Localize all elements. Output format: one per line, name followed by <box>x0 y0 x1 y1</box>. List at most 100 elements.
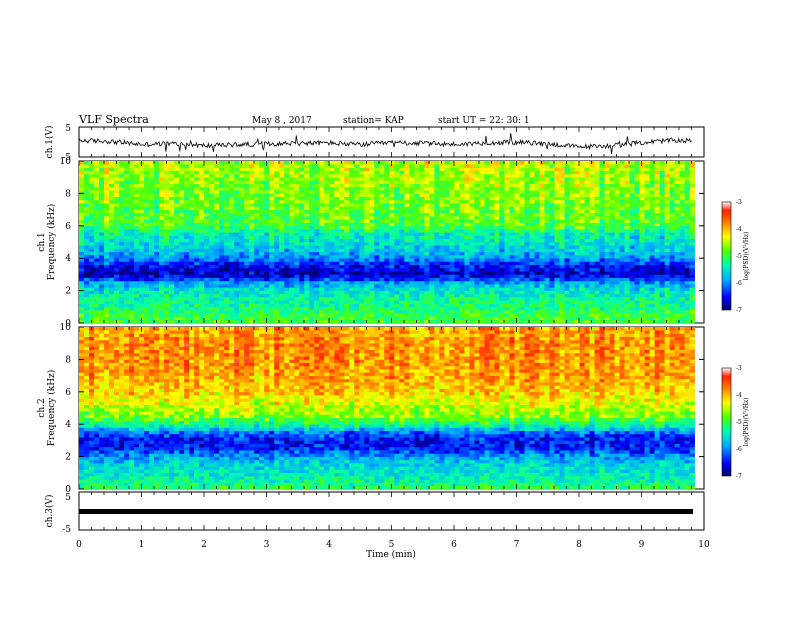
spectrogram-cell <box>639 232 645 236</box>
spectrogram-cell <box>354 222 360 227</box>
spectrogram-cell <box>244 267 250 272</box>
spectrogram-cell <box>439 284 445 288</box>
spectrogram-cell <box>109 235 115 240</box>
spectrogram-cell <box>599 300 605 304</box>
spectrogram-cell <box>309 280 315 285</box>
spectrogram-cell <box>129 251 135 256</box>
spectrogram-cell <box>649 271 655 275</box>
spectrogram-cell <box>429 232 435 236</box>
spectrogram-cell <box>159 190 165 194</box>
spectrogram-cell <box>554 242 560 246</box>
spectrogram-cell <box>104 235 110 240</box>
spectrogram-cell <box>409 313 415 317</box>
spectrogram-cell <box>344 254 350 259</box>
spectrogram-cell <box>484 245 490 249</box>
spectrogram-cell <box>654 316 660 321</box>
spectrogram-cell <box>684 245 690 249</box>
spectrogram-cell <box>639 235 645 240</box>
spectrogram-cell <box>359 222 365 227</box>
spectrogram-cell <box>374 319 380 324</box>
spectrogram-cell <box>349 258 355 262</box>
spectrogram-cell <box>84 274 90 278</box>
spectrogram-cell <box>444 248 450 253</box>
spectrogram-cell <box>414 280 420 285</box>
spectrogram-cell <box>514 212 520 217</box>
spectrogram-cell <box>269 316 275 321</box>
spectrogram-cell <box>554 219 560 223</box>
spectrogram-cell <box>209 254 215 259</box>
spectrogram-cell <box>339 271 345 275</box>
spectrogram-cell <box>679 206 685 210</box>
spectrogram-cell <box>204 232 210 236</box>
spectrogram-cell <box>429 235 435 240</box>
spectrogram-cell <box>679 310 685 314</box>
spectrogram-cell <box>94 251 100 256</box>
spectrogram-cell <box>164 193 170 197</box>
spectrogram-cell <box>339 319 345 324</box>
spectrogram-cell <box>589 277 595 282</box>
spectrogram-cell <box>319 238 325 243</box>
spectrogram-cell <box>234 277 240 282</box>
spectrogram-cell <box>484 251 490 256</box>
spectrogram-cell <box>534 284 540 288</box>
spectrogram-cell <box>319 251 325 256</box>
spectrogram-cell <box>679 238 685 243</box>
spectrogram-cell <box>544 238 550 243</box>
spectrogram-cell <box>84 216 90 220</box>
spectrogram-cell <box>399 316 405 321</box>
spectrogram-cell <box>459 242 465 246</box>
spectrogram-cell <box>89 274 95 278</box>
spectrogram-cell <box>114 303 120 308</box>
spectrogram-cell <box>639 254 645 259</box>
spectrogram-cell <box>304 261 310 265</box>
spectrogram-cell <box>134 235 140 240</box>
spectrogram-cell <box>254 248 260 253</box>
spectrogram-cell <box>339 229 345 233</box>
spectrogram-cell <box>104 284 110 288</box>
spectrogram-cell <box>299 232 305 236</box>
spectrogram-cell <box>454 300 460 304</box>
spectrogram-cell <box>274 293 280 298</box>
spectrogram-cell <box>564 271 570 275</box>
spectrogram-cell <box>384 216 390 220</box>
spectrogram-cell <box>334 199 340 204</box>
spectrogram-cell <box>499 229 505 233</box>
spectrogram-cell <box>474 235 480 240</box>
spectrogram-cell <box>79 261 85 265</box>
spectrogram-cell <box>329 232 335 236</box>
date-label: May 8 , 2017 <box>252 116 312 126</box>
spectrogram-cell <box>624 229 630 233</box>
spectrogram-cell <box>269 219 275 223</box>
spectrogram-cell <box>414 212 420 217</box>
spectrogram-cell <box>634 300 640 304</box>
spectrogram-cell <box>109 232 115 236</box>
spectrogram-cell <box>159 284 165 288</box>
spectrogram-cell <box>144 212 150 217</box>
spectrogram-cell <box>219 199 225 204</box>
spectrogram-cell <box>234 193 240 197</box>
spectrogram-cell <box>434 306 440 311</box>
spectrogram-cell <box>299 196 305 201</box>
spectrogram-cell <box>209 290 215 295</box>
spectrogram-cell <box>489 277 495 282</box>
spectrogram-cell <box>94 290 100 295</box>
spectrogram-cell <box>389 235 395 240</box>
spectrogram-cell <box>609 280 615 285</box>
spectrogram-cell <box>654 267 660 272</box>
spectrogram-cell <box>474 316 480 321</box>
spectrogram-cell <box>354 280 360 285</box>
spectrogram-cell <box>359 235 365 240</box>
spectrogram-cell <box>519 196 525 201</box>
spectrogram-cell <box>139 313 145 317</box>
spectrogram-cell <box>289 232 295 236</box>
spectrogram-cell <box>604 310 610 314</box>
spectrogram-cell <box>484 206 490 210</box>
spectrogram-cell <box>604 229 610 233</box>
spectrogram-cell <box>469 216 475 220</box>
spectrogram-cell <box>379 306 385 311</box>
spectrogram-cell <box>534 287 540 291</box>
spectrogram-cell <box>659 251 665 256</box>
spectrogram-cell <box>384 287 390 291</box>
spectrogram-cell <box>234 306 240 311</box>
spectrogram-cell <box>619 284 625 288</box>
